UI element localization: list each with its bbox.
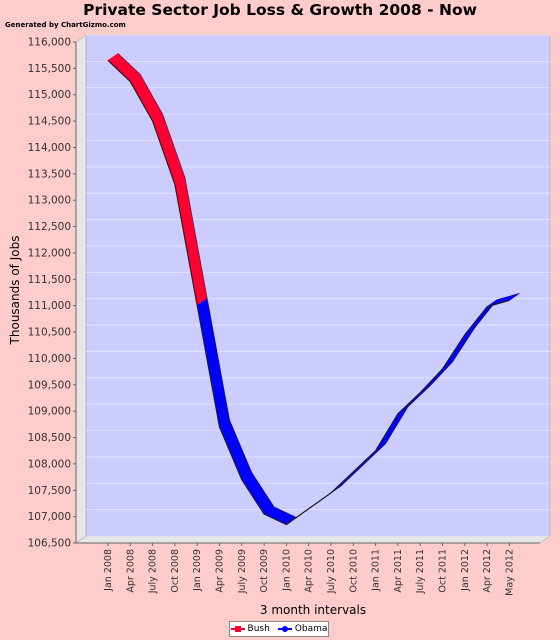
x-tick-label: Oct 2008 <box>170 549 181 593</box>
x-tick-label: July 2009 <box>237 549 248 594</box>
y-tick-label: 116,000 <box>28 37 71 49</box>
x-tick-label: Apr 2010 <box>304 549 315 593</box>
x-tick-label: Oct 2011 <box>438 549 449 593</box>
y-tick-label: 114,500 <box>28 116 71 128</box>
y-tick-label: 112,500 <box>28 221 71 233</box>
y-tick-label: 108,000 <box>28 458 71 470</box>
y-tick-label: 108,500 <box>28 432 71 444</box>
y-tick-label: 110,500 <box>28 327 71 339</box>
x-tick-label: May 2012 <box>504 549 515 596</box>
x-axis-label: 3 month intervals <box>260 603 366 617</box>
legend-label-bush: Bush <box>247 624 270 634</box>
y-tick-label: 111,000 <box>28 300 71 312</box>
x-tick-label: July 2008 <box>148 549 159 594</box>
y-tick-label: 110,000 <box>28 353 71 365</box>
y-tick-label: 111,500 <box>28 274 71 286</box>
y-tick-label: 114,000 <box>28 142 71 154</box>
series-lines <box>107 53 520 526</box>
legend-item-obama: Obama <box>277 624 328 634</box>
x-tick-label: July 2011 <box>415 549 426 594</box>
x-tick-label: Jan 2011 <box>371 549 382 592</box>
y-tick-label: 112,000 <box>28 247 71 259</box>
plot-left-wall <box>75 34 87 544</box>
y-axis-label: Thousands of Jobs <box>8 236 22 346</box>
x-tick-label: Jan 2010 <box>281 549 292 592</box>
circle-marker-icon <box>277 625 292 633</box>
square-marker-icon <box>230 625 245 633</box>
x-tick-label: Jan 2009 <box>192 549 203 592</box>
x-tick-label: Apr 2009 <box>215 549 226 593</box>
x-tick-label: Apr 2008 <box>125 549 136 593</box>
y-axis: 106,500 107,000 107,500 108,000 108,500 109,0… <box>28 37 77 550</box>
plot-floor <box>75 535 551 544</box>
y-tick-label: 109,000 <box>28 406 71 418</box>
x-tick-label: Jan 2008 <box>103 549 114 592</box>
x-tick-label: Apr 2012 <box>482 549 493 593</box>
series-line-back <box>206 293 520 519</box>
x-tick-label: Oct 2009 <box>259 549 270 593</box>
y-tick-label: 109,500 <box>28 379 71 391</box>
y-tick-label: 115,000 <box>28 89 71 101</box>
series-line-back <box>117 53 208 299</box>
legend: Bush Obama <box>229 621 329 637</box>
legend-item-bush: Bush <box>230 624 270 634</box>
y-tick-label: 113,000 <box>28 195 71 207</box>
chart-title: Private Sector Job Loss & Growth 2008 - … <box>83 1 477 19</box>
legend-label-obama: Obama <box>294 624 328 634</box>
y-tick-label: 113,500 <box>28 168 71 180</box>
y-tick-label: 107,500 <box>28 485 71 497</box>
y-tick-label: 106,500 <box>28 538 71 550</box>
x-tick-label: Apr 2011 <box>393 549 404 593</box>
y-tick-label: 107,000 <box>28 511 71 523</box>
x-tick-label: July 2010 <box>326 549 337 594</box>
x-axis: Jan 2008 Apr 2008 July 2008 Oct 2008 Jan 200… <box>76 542 540 596</box>
y-tick-label: 115,500 <box>28 63 71 75</box>
generated-by-credit: Generated by ChartGizmo.com <box>5 21 126 29</box>
line-chart: 106,500 107,000 107,500 108,000 108,500 109,0… <box>8 34 551 617</box>
x-tick-label: Oct 2010 <box>348 549 359 593</box>
x-tick-label: Jan 2012 <box>460 549 471 592</box>
